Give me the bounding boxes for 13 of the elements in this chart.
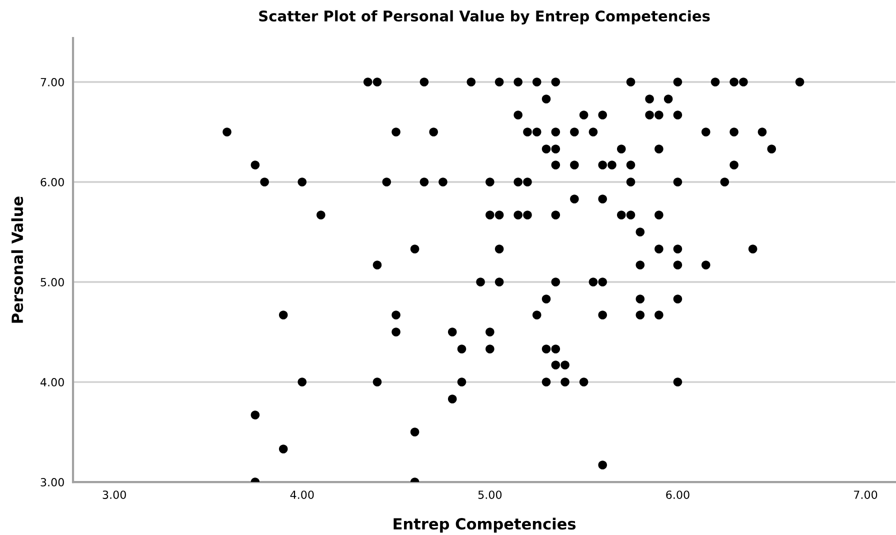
x-axis-title: Entrep Competencies xyxy=(394,518,576,533)
x-tick-label: 4.00 xyxy=(290,490,314,499)
y-tick-label: 6.00 xyxy=(40,178,64,186)
x-tick-label: 7.00 xyxy=(854,490,878,499)
chart-title: Scatter Plot of Personal Value by Entrep Competencies xyxy=(259,10,710,24)
y-tick-label: 7.00 xyxy=(40,78,64,86)
y-tick-label: 3.00 xyxy=(40,478,64,486)
y-tick-label: 5.00 xyxy=(40,278,64,286)
y-axis-title: Personal Value xyxy=(11,196,24,323)
x-tick-label: 6.00 xyxy=(666,490,690,499)
x-tick-label: 5.00 xyxy=(478,490,502,499)
x-tick-label: 3.00 xyxy=(102,490,126,499)
y-tick-label: 4.00 xyxy=(40,378,64,386)
